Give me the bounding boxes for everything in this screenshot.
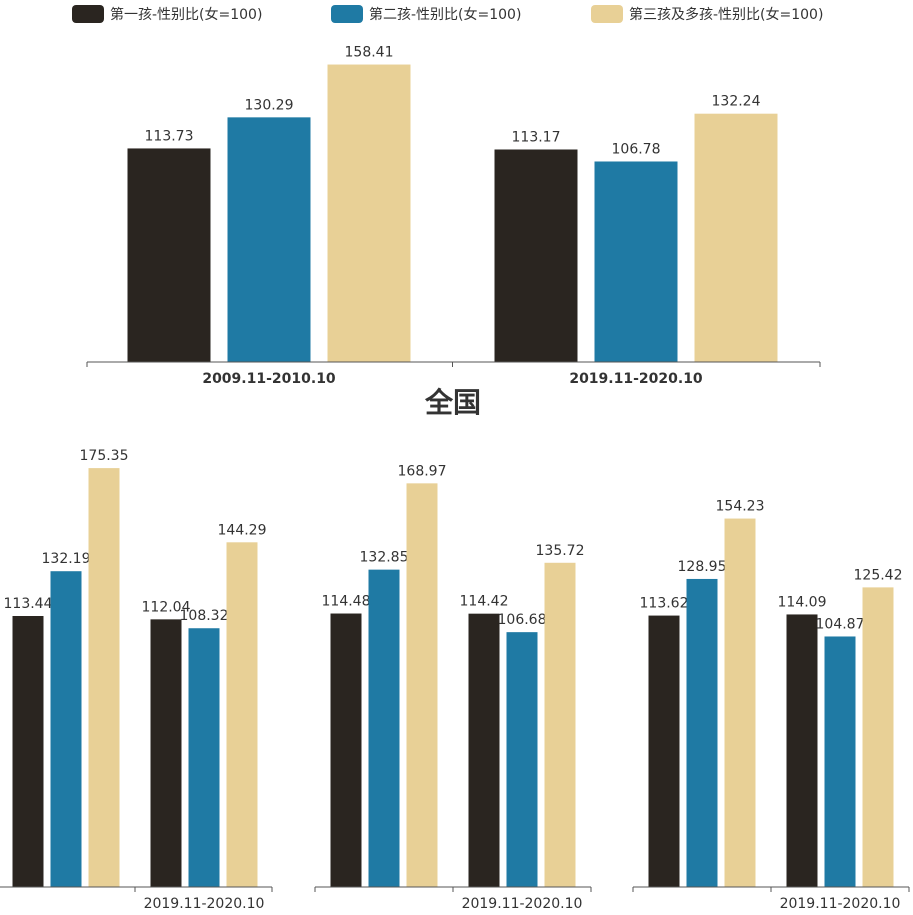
bar-chart4-cat1-series3[interactable] xyxy=(724,518,756,887)
x-tick-label-chart2-2: 2019.11-2020.10 xyxy=(144,896,265,912)
bar-chart4-cat2-series2[interactable] xyxy=(824,636,856,887)
value-label-chart1-cat2-series1: 113.17 xyxy=(512,129,561,145)
bar-chart4-cat2-series3[interactable] xyxy=(862,587,894,887)
x-tick-label-chart4-2: 2019.11-2020.10 xyxy=(780,896,901,912)
value-label-chart3-cat2-series1: 114.42 xyxy=(460,594,509,610)
value-label-chart4-cat1-series1: 113.62 xyxy=(640,596,689,612)
legend-label-3[interactable]: 第三孩及多孩-性别比(女=100) xyxy=(629,6,823,23)
value-label-chart3-cat2-series2: 106.68 xyxy=(498,612,547,628)
chart-3: 114.48 132.85 168.97 114.42 106.68 135.72 2019… xyxy=(314,463,592,912)
bar-chart1-cat1-series2[interactable] xyxy=(227,117,311,362)
value-label-chart4-cat2-series1: 114.09 xyxy=(778,594,827,610)
x-tick-label-chart1-2: 2019.11-2020.10 xyxy=(569,371,703,387)
legend-swatch-2[interactable] xyxy=(331,5,363,23)
value-label-chart2-cat2-series2: 108.32 xyxy=(180,608,229,624)
value-label-chart1-cat1-series2: 130.29 xyxy=(245,97,294,113)
value-label-chart2-cat1-series1: 113.44 xyxy=(4,596,53,612)
bar-chart4-cat1-series1[interactable] xyxy=(648,615,680,887)
bar-chart2-cat2-series1[interactable] xyxy=(150,619,182,887)
bar-chart1-cat1-series1[interactable] xyxy=(127,148,211,362)
bar-chart2-cat1-series3[interactable] xyxy=(88,468,120,887)
bar-chart1-cat2-series2[interactable] xyxy=(594,161,678,362)
value-label-chart2-cat2-series3: 144.29 xyxy=(218,522,267,538)
bar-chart3-cat2-series3[interactable] xyxy=(544,562,576,887)
value-label-chart3-cat1-series3: 168.97 xyxy=(398,463,447,479)
value-label-chart4-cat1-series2: 128.95 xyxy=(678,559,727,575)
legend-label-1[interactable]: 第一孩-性别比(女=100) xyxy=(110,6,262,23)
bar-chart3-cat1-series2[interactable] xyxy=(368,569,400,887)
value-label-chart2-cat2-series1: 112.04 xyxy=(142,599,191,615)
bar-chart2-cat1-series2[interactable] xyxy=(50,571,82,887)
bar-chart1-cat1-series3[interactable] xyxy=(327,64,411,362)
value-label-chart4-cat1-series3: 154.23 xyxy=(716,499,765,515)
x-tick-label-chart3-2: 2019.11-2020.10 xyxy=(462,896,583,912)
bar-chart3-cat2-series2[interactable] xyxy=(506,632,538,887)
value-label-chart1-cat2-series2: 106.78 xyxy=(612,141,661,157)
bar-chart2-cat1-series1[interactable] xyxy=(12,616,44,887)
legend-swatch-1[interactable] xyxy=(72,5,104,23)
bar-chart4-cat2-series1[interactable] xyxy=(786,614,818,887)
bar-chart3-cat1-series3[interactable] xyxy=(406,483,438,887)
value-label-chart1-cat1-series1: 113.73 xyxy=(145,128,194,144)
value-label-chart1-cat2-series3: 132.24 xyxy=(712,94,761,110)
bar-chart1-cat2-series1[interactable] xyxy=(494,149,578,362)
charts-area: 113.73 130.29 158.41 113.17 106.78 132.24 2009… xyxy=(0,45,910,912)
value-label-chart3-cat1-series2: 132.85 xyxy=(360,550,409,566)
value-label-chart3-cat1-series1: 114.48 xyxy=(322,594,371,610)
bar-chart3-cat1-series1[interactable] xyxy=(330,613,362,887)
legend-label-2[interactable]: 第二孩-性别比(女=100) xyxy=(369,6,521,23)
bar-chart2-cat2-series2[interactable] xyxy=(188,628,220,887)
chart-4: 113.62 128.95 154.23 114.09 104.87 125.42 2019… xyxy=(632,499,910,912)
value-label-chart3-cat2-series3: 135.72 xyxy=(536,543,585,559)
bar-chart1-cat2-series3[interactable] xyxy=(694,113,778,362)
legend: 第一孩-性别比(女=100) 第二孩-性别比(女=100) 第三孩及多孩-性别比(女… xyxy=(72,5,823,23)
legend-swatch-3[interactable] xyxy=(591,5,623,23)
bar-chart2-cat2-series3[interactable] xyxy=(226,542,258,887)
bar-chart3-cat2-series1[interactable] xyxy=(468,613,500,887)
chart-title: 全国 xyxy=(424,386,481,419)
value-label-chart1-cat1-series3: 158.41 xyxy=(345,45,394,61)
value-label-chart2-cat1-series3: 175.35 xyxy=(80,448,129,464)
value-label-chart4-cat2-series3: 125.42 xyxy=(854,567,903,583)
chart-1: 113.73 130.29 158.41 113.17 106.78 132.24 2009… xyxy=(86,45,821,419)
value-label-chart2-cat1-series2: 132.19 xyxy=(42,551,91,567)
value-label-chart4-cat2-series2: 104.87 xyxy=(816,616,865,632)
bar-chart4-cat1-series2[interactable] xyxy=(686,578,718,887)
x-tick-label-chart1-1: 2009.11-2010.10 xyxy=(202,371,336,387)
